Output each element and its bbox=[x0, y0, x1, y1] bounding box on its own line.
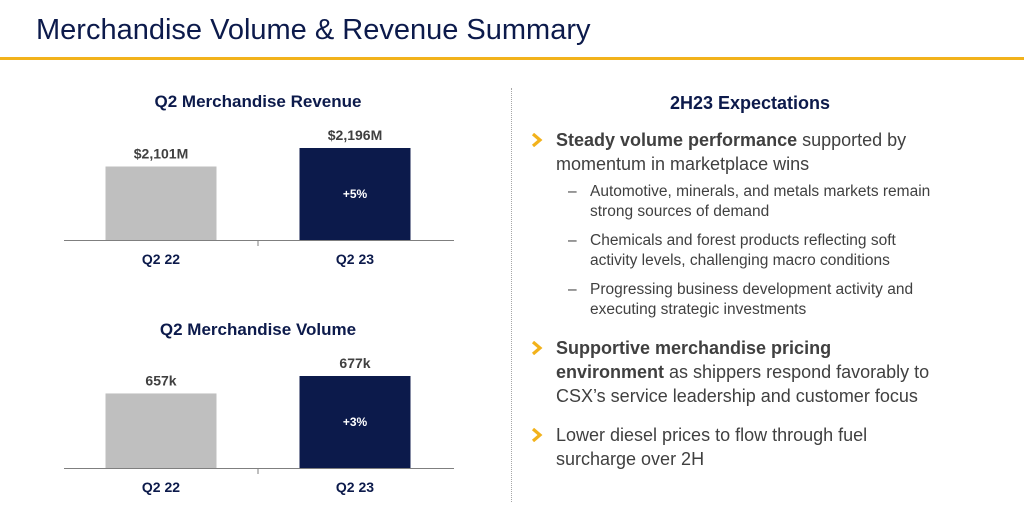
bullet1-bold: Steady volume performance bbox=[556, 130, 798, 150]
category-label: Q2 22 bbox=[142, 251, 180, 267]
sub-bullet-chemicals: Chemicals and forest products reflecting… bbox=[590, 231, 1010, 271]
revenue-chart-title: Q2 Merchandise Revenue bbox=[154, 92, 362, 111]
sub-bullet-business-development: Progressing business development activit… bbox=[590, 280, 1010, 320]
expectations-heading: 2H23 Expectations bbox=[669, 93, 831, 113]
page-title: Merchandise Volume & Revenue Summary bbox=[36, 14, 591, 46]
vertical-divider bbox=[511, 88, 512, 502]
category-label: Q2 23 bbox=[336, 251, 374, 267]
category-label: Q2 23 bbox=[336, 479, 374, 495]
data-label: $2,101M bbox=[134, 146, 188, 162]
category-label: Q2 22 bbox=[142, 479, 180, 495]
bullet-diesel-prices: Lower diesel prices to flow through fuel… bbox=[556, 423, 996, 471]
sub-dash-2: – bbox=[568, 232, 577, 249]
bullet2-rest: as shippers respond favorably to bbox=[664, 362, 930, 382]
sub-bullet-automotive: Automotive, minerals, and metals markets… bbox=[590, 182, 1010, 222]
bar-q2-22 bbox=[105, 166, 217, 240]
bullet2-bold-line1: Supportive merchandise pricing bbox=[556, 338, 832, 358]
bar-q2-23 bbox=[299, 376, 411, 468]
bullet2-line3: CSX’s service leadership and customer fo… bbox=[556, 386, 918, 406]
sub-dash-1: – bbox=[568, 183, 577, 200]
bullet2-bold-line2: environment bbox=[556, 362, 665, 382]
title-underline bbox=[0, 57, 1024, 60]
bullet-steady-volume: Steady volume performance supported by m… bbox=[556, 128, 996, 176]
chevron-right-icon bbox=[531, 428, 543, 442]
sub1-line1: Automotive, minerals, and metals markets… bbox=[590, 183, 931, 200]
chevron-right-icon bbox=[531, 133, 543, 147]
bullet3-line1: Lower diesel prices to flow through fuel bbox=[556, 425, 868, 445]
data-label: 677k bbox=[339, 355, 370, 371]
bullet3-line2: surcharge over 2H bbox=[556, 449, 705, 469]
sub3-line1: Progressing business development activit… bbox=[590, 281, 914, 298]
volume-chart-title: Q2 Merchandise Volume bbox=[159, 320, 357, 339]
sub3-line2: executing strategic investments bbox=[590, 301, 807, 318]
bullet-pricing-environment: Supportive merchandise pricing environme… bbox=[556, 336, 996, 408]
bullet1-line2: momentum in marketplace wins bbox=[556, 154, 810, 174]
sub1-line2: strong sources of demand bbox=[590, 203, 770, 220]
chevron-right-icon bbox=[531, 341, 543, 355]
change-label: +3% bbox=[343, 415, 368, 429]
revenue-chart: $2,101M Q2 22 $2,196M Q2 23 +5% bbox=[64, 127, 454, 267]
sub2-line1: Chemicals and forest products reflecting… bbox=[590, 232, 896, 249]
volume-chart: 657k Q2 22 677k Q2 23 +3% bbox=[64, 355, 454, 495]
bar-q2-22 bbox=[105, 393, 217, 468]
sub2-line2: activity levels, challenging macro condi… bbox=[590, 252, 890, 269]
sub-dash-3: – bbox=[568, 281, 577, 298]
bar-q2-23 bbox=[299, 148, 411, 240]
data-label: $2,196M bbox=[328, 127, 382, 143]
change-label: +5% bbox=[343, 187, 368, 201]
data-label: 657k bbox=[145, 372, 176, 388]
bullet1-rest: supported by bbox=[797, 130, 907, 150]
